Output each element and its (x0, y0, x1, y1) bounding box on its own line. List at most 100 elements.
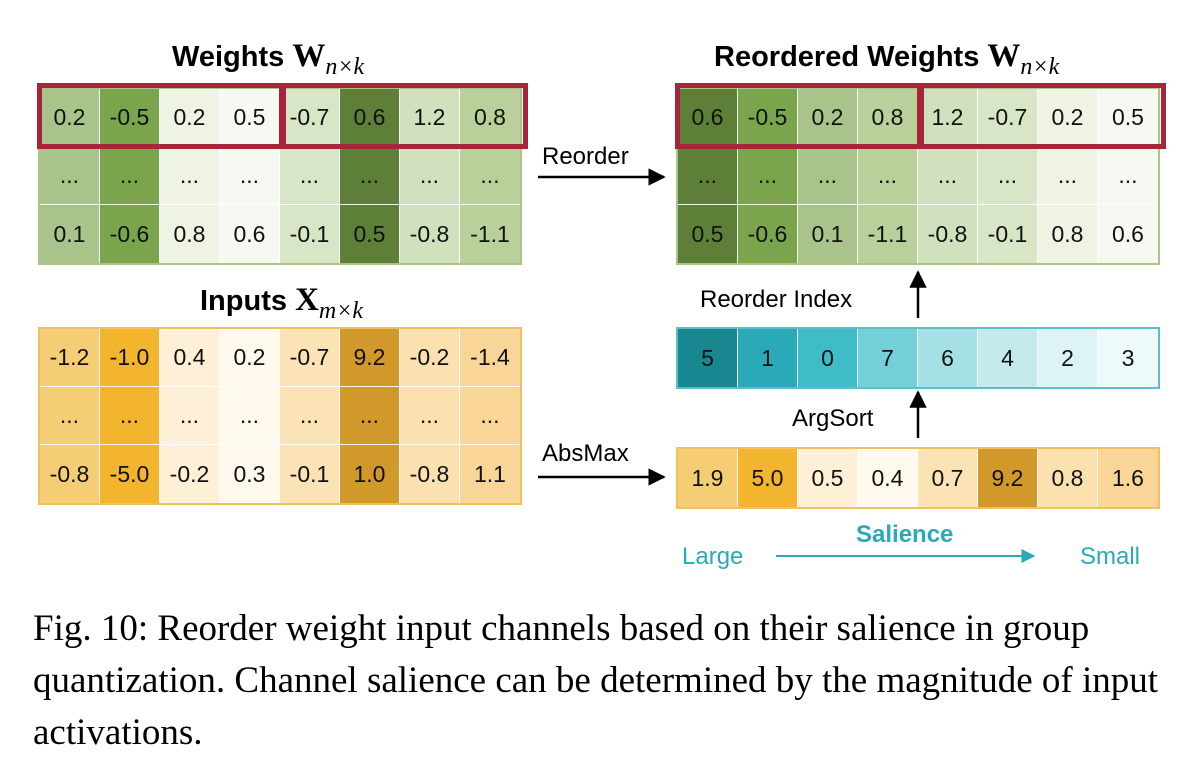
cell: -0.6 (738, 205, 798, 263)
cell: 0.8 (858, 89, 918, 147)
weights-symbol: W (292, 38, 326, 74)
reordered-title-text: Reordered Weights (714, 41, 980, 73)
small-label: Small (1080, 543, 1141, 570)
cell: ... (1098, 147, 1158, 205)
cell: 0.8 (1038, 449, 1098, 507)
cell: ... (400, 387, 460, 445)
cell: -0.2 (160, 445, 220, 503)
cell: -1.2 (40, 329, 100, 387)
cell: ... (460, 387, 520, 445)
cell: 1.6 (1098, 449, 1158, 507)
cell: 0.6 (340, 89, 400, 147)
cell: 4 (978, 329, 1038, 387)
cell: ... (798, 147, 858, 205)
reordered-subscript: n×k (1020, 54, 1060, 80)
cell: 9.2 (978, 449, 1038, 507)
cell: 1.2 (400, 89, 460, 147)
reorder-index-label: Reorder Index (700, 286, 853, 313)
cell: 5.0 (738, 449, 798, 507)
cell: ... (858, 147, 918, 205)
cell: 0.6 (678, 89, 738, 147)
cell: 9.2 (340, 329, 400, 387)
cell: -1.1 (460, 205, 520, 263)
cell: 0.6 (220, 205, 280, 263)
reordered-symbol: W (987, 38, 1021, 74)
cell: -0.8 (40, 445, 100, 503)
cell: ... (220, 147, 280, 205)
inputs-matrix: -1.2 -1.0 0.4 0.2 -0.7 9.2 -0.2 -1.4...........… (38, 327, 522, 505)
cell: 0.2 (160, 89, 220, 147)
cell: ... (160, 387, 220, 445)
cell: 2 (1038, 329, 1098, 387)
inputs-title: Inputs Xm×k (200, 282, 363, 324)
cell: ... (340, 387, 400, 445)
cell: 0.5 (340, 205, 400, 263)
cell: ... (40, 147, 100, 205)
cell: -0.8 (400, 205, 460, 263)
cell: ... (280, 147, 340, 205)
cell: -1.4 (460, 329, 520, 387)
cell: ... (340, 147, 400, 205)
cell: 0.7 (918, 449, 978, 507)
cell: 3 (1098, 329, 1158, 387)
cell: 0.5 (798, 449, 858, 507)
reordered-weights-title: Reordered Weights Wn×k (714, 38, 1059, 80)
cell: -5.0 (100, 445, 160, 503)
cell: 0.2 (220, 329, 280, 387)
cell: 0.5 (678, 205, 738, 263)
cell: ... (678, 147, 738, 205)
cell: 0.6 (1098, 205, 1158, 263)
cell: ... (220, 387, 280, 445)
cell: ... (400, 147, 460, 205)
cell: 1.0 (340, 445, 400, 503)
cell: 0.5 (1098, 89, 1158, 147)
cell: 0.2 (798, 89, 858, 147)
cell: -0.7 (978, 89, 1038, 147)
inputs-symbol: X (295, 282, 319, 318)
cell: -0.7 (280, 329, 340, 387)
cell: 0.3 (220, 445, 280, 503)
cell: 0.1 (798, 205, 858, 263)
cell: 0.8 (1038, 205, 1098, 263)
cell: ... (1038, 147, 1098, 205)
cell: 0.4 (160, 329, 220, 387)
inputs-subscript: m×k (318, 298, 364, 324)
cell: -1.0 (100, 329, 160, 387)
argsort-label: ArgSort (792, 405, 874, 432)
cell: 0.8 (160, 205, 220, 263)
absmax-label: AbsMax (542, 440, 629, 467)
cell: -0.6 (100, 205, 160, 263)
cell: -0.5 (738, 89, 798, 147)
cell: ... (978, 147, 1038, 205)
cell: ... (738, 147, 798, 205)
cell: ... (100, 147, 160, 205)
cell: 0.2 (1038, 89, 1098, 147)
weights-title: Weights Wn×k (172, 38, 364, 80)
cell: 6 (918, 329, 978, 387)
large-label: Large (682, 543, 744, 570)
cell: ... (460, 147, 520, 205)
reordered-weights-matrix: 0.6 -0.5 0.2 0.8 1.2 -0.7 0.2 0.5..............… (676, 87, 1160, 265)
absmax-vector: 1.9 5.0 0.5 0.4 0.7 9.2 0.8 1.6 (676, 447, 1160, 509)
reorder-label: Reorder (542, 143, 629, 170)
cell: ... (280, 387, 340, 445)
cell: 7 (858, 329, 918, 387)
weights-group-box-2 (281, 83, 528, 149)
cell: -0.1 (280, 445, 340, 503)
cell: -0.1 (280, 205, 340, 263)
cell: ... (40, 387, 100, 445)
cell: -0.7 (280, 89, 340, 147)
cell: 0.1 (40, 205, 100, 263)
weights-subscript: n×k (325, 54, 365, 80)
cell: ... (100, 387, 160, 445)
cell: -0.8 (918, 205, 978, 263)
cell: -0.1 (978, 205, 1038, 263)
cell: 0.4 (858, 449, 918, 507)
cell: -0.2 (400, 329, 460, 387)
reordered-group-box-2 (919, 83, 1166, 149)
cell: 1 (738, 329, 798, 387)
weights-matrix: 0.2 -0.5 0.2 0.5 -0.7 0.6 1.2 0.8..............… (38, 87, 522, 265)
inputs-title-text: Inputs (200, 285, 287, 317)
cell: ... (918, 147, 978, 205)
